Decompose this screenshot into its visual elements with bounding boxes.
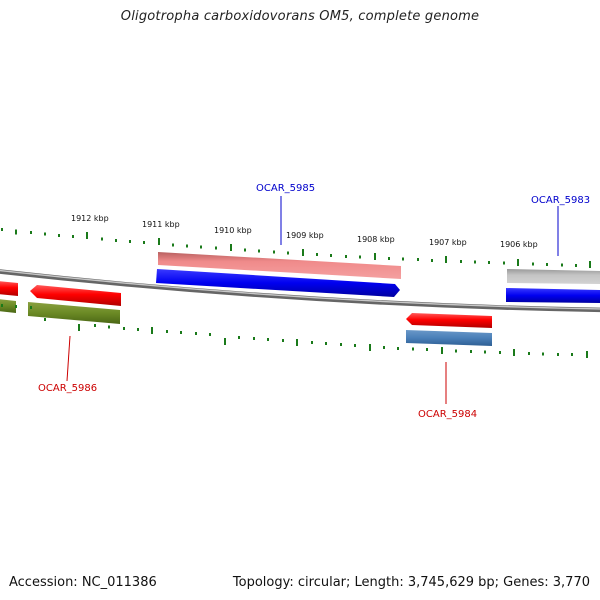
scale-label-1910: 1910 kbp xyxy=(214,226,252,235)
gene-partial-left-red[interactable] xyxy=(0,281,18,296)
gene-label-ocar-5984[interactable]: OCAR_5984 xyxy=(418,409,477,420)
gene-label-ocar-5983[interactable]: OCAR_5983 xyxy=(531,195,590,206)
lower-tick-track xyxy=(1,304,588,358)
leader-ocar-5986 xyxy=(66,335,71,382)
gene-ocar-5984-cds[interactable] xyxy=(406,313,492,328)
label-leaders xyxy=(66,196,559,404)
gene-ocar-5985-cds[interactable] xyxy=(156,269,400,297)
forward-strand-genes xyxy=(156,252,600,303)
gene-partial-left-olive[interactable] xyxy=(0,299,16,313)
gene-ocar-5986-cds[interactable] xyxy=(30,285,121,306)
gene-labels: OCAR_5985 OCAR_5983 OCAR_5986 OCAR_5984 xyxy=(38,183,590,420)
gene-ocar-5984-feature[interactable] xyxy=(406,330,492,346)
gene-ocar-5986-feature[interactable] xyxy=(28,302,120,324)
genome-summary-text: Topology: circular; Length: 3,745,629 bp… xyxy=(232,575,590,590)
scale-label-1909: 1909 kbp xyxy=(286,231,324,240)
scale-labels: 1912 kbp 1911 kbp 1910 kbp 1909 kbp 1908… xyxy=(71,214,538,249)
scale-label-1911: 1911 kbp xyxy=(142,220,180,229)
gene-ocar-5983-feature[interactable] xyxy=(507,269,600,284)
scale-label-1906: 1906 kbp xyxy=(500,240,538,249)
genome-backbone xyxy=(0,269,600,313)
upper-tick-track xyxy=(1,228,591,268)
scale-label-1912: 1912 kbp xyxy=(71,214,109,223)
gene-label-ocar-5985[interactable]: OCAR_5985 xyxy=(256,183,315,194)
gene-ocar-5985-feature[interactable] xyxy=(158,252,401,279)
gene-ocar-5983-cds[interactable] xyxy=(506,288,600,303)
scale-label-1907: 1907 kbp xyxy=(429,238,467,247)
gene-label-ocar-5986[interactable]: OCAR_5986 xyxy=(38,383,97,394)
accession-text: Accession: NC_011386 xyxy=(9,575,157,590)
reverse-strand-genes xyxy=(0,281,492,346)
scale-label-1908: 1908 kbp xyxy=(357,235,395,244)
genome-title: Oligotropha carboxidovorans OM5, complet… xyxy=(120,9,480,24)
